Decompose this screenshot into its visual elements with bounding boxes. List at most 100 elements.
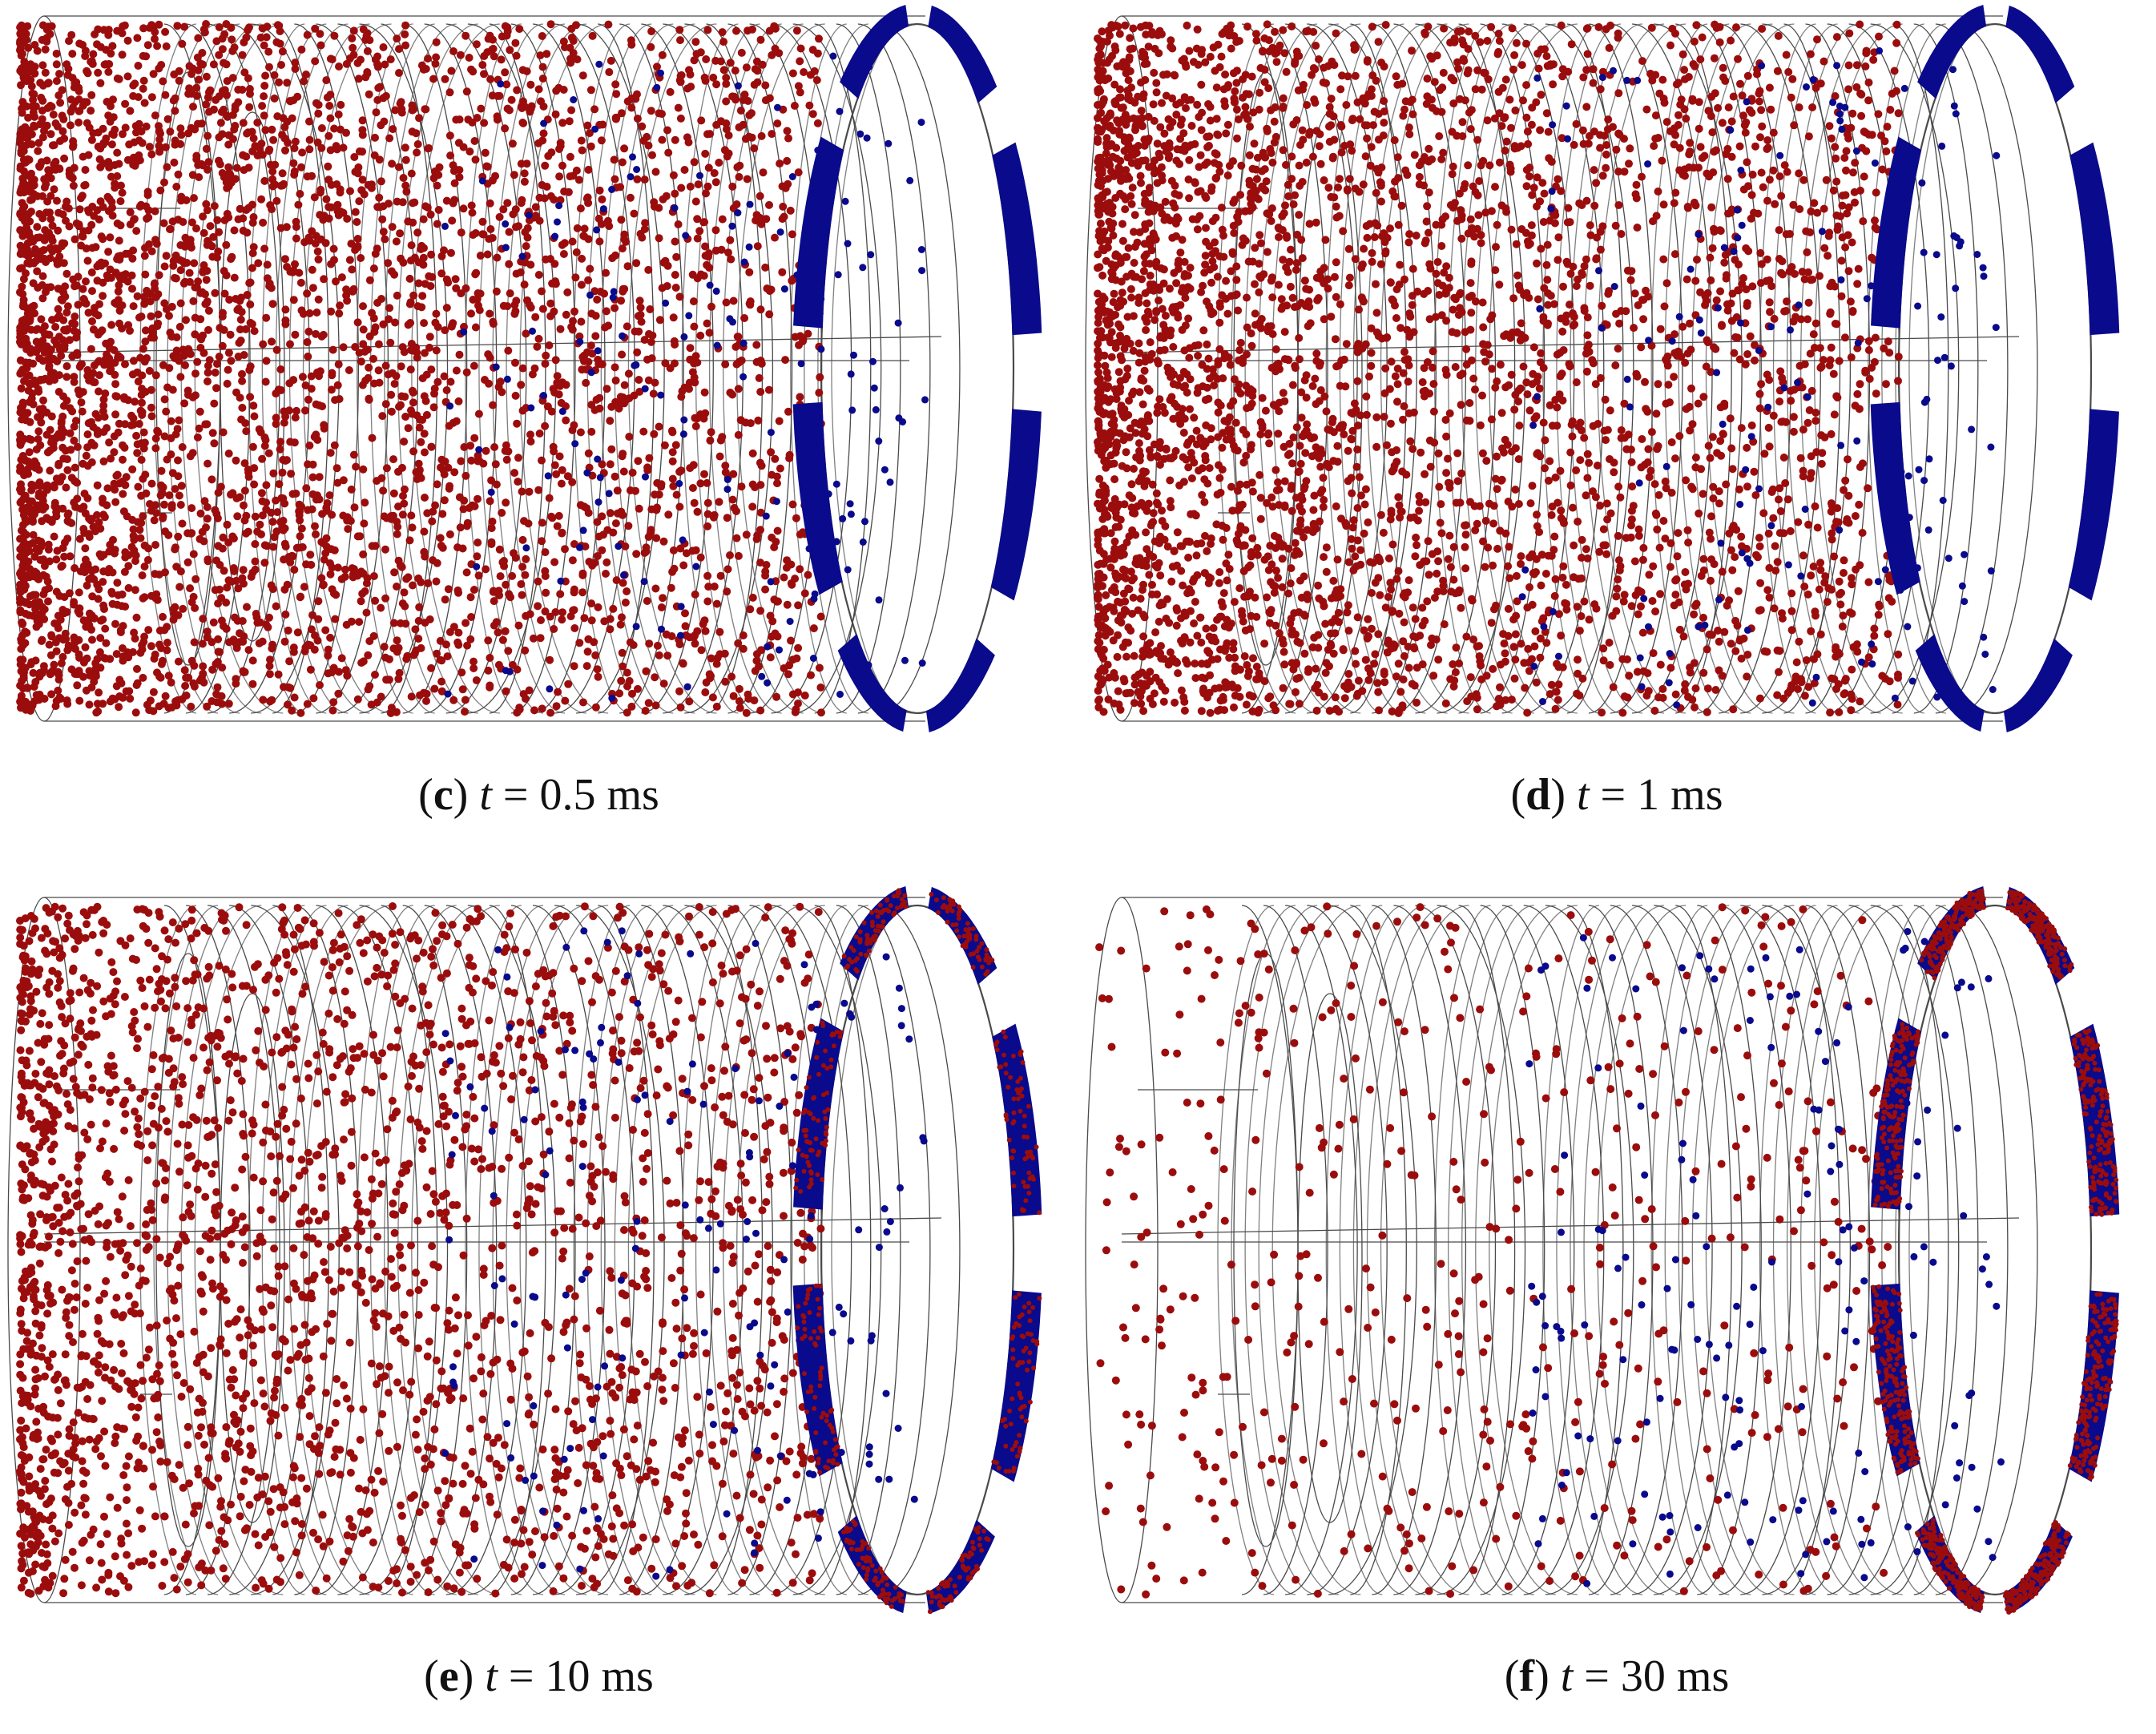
red-particle bbox=[686, 464, 695, 473]
red-particle bbox=[484, 636, 493, 645]
red-particle bbox=[746, 605, 755, 614]
red-particle bbox=[182, 316, 190, 325]
red-particle bbox=[140, 632, 149, 641]
red-particle bbox=[151, 279, 159, 288]
red-particle bbox=[332, 277, 340, 286]
blue-particle bbox=[680, 333, 688, 341]
red-particle bbox=[371, 323, 380, 332]
red-particle bbox=[421, 202, 430, 211]
red-particle bbox=[95, 648, 104, 656]
red-particle bbox=[644, 141, 653, 150]
red-particle bbox=[31, 678, 40, 686]
red-particle bbox=[261, 126, 270, 135]
red-particle bbox=[385, 655, 393, 663]
red-particle bbox=[176, 567, 185, 576]
red-particle bbox=[46, 215, 55, 224]
blue-particle bbox=[875, 438, 883, 445]
red-particle bbox=[1196, 151, 1205, 159]
red-particle bbox=[107, 172, 115, 181]
red-particle bbox=[47, 518, 56, 526]
red-particle bbox=[362, 608, 371, 617]
red-particle bbox=[1653, 525, 1662, 534]
red-particle bbox=[460, 496, 469, 505]
red-particle bbox=[671, 189, 679, 198]
red-particle bbox=[243, 129, 252, 138]
red-particle bbox=[99, 407, 107, 416]
red-particle bbox=[739, 120, 748, 129]
red-particle bbox=[308, 265, 316, 274]
red-particle bbox=[96, 79, 105, 87]
red-particle bbox=[1704, 442, 1713, 450]
red-particle bbox=[120, 567, 129, 576]
red-particle bbox=[45, 640, 54, 649]
red-particle bbox=[208, 697, 216, 705]
red-particle bbox=[123, 512, 131, 521]
red-particle bbox=[38, 96, 47, 105]
red-particle bbox=[195, 407, 204, 416]
red-particle bbox=[611, 363, 619, 372]
red-particle bbox=[474, 571, 483, 580]
red-particle bbox=[307, 372, 316, 381]
red-particle bbox=[658, 50, 667, 59]
red-particle bbox=[312, 400, 320, 409]
red-particle bbox=[455, 350, 464, 359]
red-particle bbox=[703, 498, 712, 507]
red-particle bbox=[25, 228, 33, 236]
helix-arc bbox=[771, 23, 852, 714]
blue-particle bbox=[608, 186, 616, 193]
red-particle bbox=[627, 702, 636, 711]
red-particle bbox=[156, 129, 164, 138]
red-particle bbox=[42, 572, 50, 581]
red-particle bbox=[377, 177, 385, 186]
red-particle bbox=[30, 259, 38, 268]
red-particle bbox=[41, 586, 50, 595]
red-particle bbox=[577, 280, 586, 289]
blue-particle bbox=[762, 512, 770, 520]
red-particle bbox=[166, 225, 175, 233]
blue-particle bbox=[502, 220, 510, 228]
red-particle bbox=[316, 235, 325, 244]
red-particle bbox=[1732, 23, 1740, 32]
red-particle bbox=[58, 652, 67, 661]
red-particle bbox=[815, 389, 824, 397]
red-particle bbox=[171, 485, 179, 494]
red-particle bbox=[469, 664, 478, 672]
red-particle bbox=[145, 143, 154, 151]
red-particle bbox=[467, 65, 475, 74]
red-particle bbox=[390, 568, 399, 577]
red-particle bbox=[379, 228, 388, 236]
red-particle bbox=[232, 675, 240, 684]
red-particle bbox=[1551, 396, 1560, 404]
red-particle bbox=[24, 113, 33, 122]
red-particle bbox=[1542, 639, 1551, 647]
red-particle bbox=[1184, 175, 1193, 183]
red-particle bbox=[675, 26, 684, 34]
red-particle bbox=[82, 623, 91, 631]
red-particle bbox=[18, 618, 26, 627]
red-particle bbox=[75, 696, 84, 705]
red-particle bbox=[1218, 443, 1227, 452]
red-particle bbox=[202, 144, 211, 153]
red-particle bbox=[40, 322, 49, 331]
red-particle bbox=[171, 430, 180, 439]
red-particle bbox=[188, 64, 197, 73]
red-particle bbox=[1239, 617, 1247, 626]
blue-particle bbox=[620, 571, 627, 579]
red-particle bbox=[518, 119, 527, 127]
red-particle bbox=[339, 476, 348, 485]
red-particle bbox=[240, 166, 248, 175]
red-particle bbox=[197, 334, 206, 343]
red-particle bbox=[414, 258, 423, 267]
red-particle bbox=[385, 304, 394, 313]
red-particle bbox=[248, 219, 257, 227]
red-particle bbox=[57, 419, 66, 428]
red-particle bbox=[346, 187, 354, 196]
red-particle bbox=[103, 501, 111, 510]
red-particle bbox=[585, 558, 594, 566]
red-particle bbox=[308, 227, 316, 236]
red-particle bbox=[256, 618, 264, 627]
red-particle bbox=[341, 565, 349, 574]
red-particle bbox=[520, 280, 529, 289]
red-particle bbox=[263, 274, 272, 283]
red-particle bbox=[91, 309, 99, 318]
